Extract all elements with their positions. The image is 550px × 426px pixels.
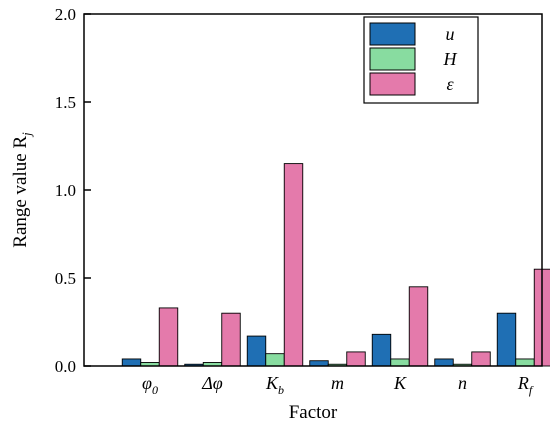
x-tick-label-main: φ — [142, 373, 152, 393]
bar-epsilon-3 — [346, 351, 366, 367]
x-tick-label-main: Δφ — [201, 373, 223, 393]
legend-label: u — [446, 24, 455, 44]
x-tick-label-sub: b — [278, 383, 284, 397]
bar-epsilon-0 — [158, 307, 179, 367]
x-tick-label: Δφ — [201, 373, 223, 393]
x-tick-label-main: m — [331, 373, 344, 393]
y-tick-label: 1.0 — [55, 181, 76, 200]
x-tick-label-main: K — [265, 373, 279, 393]
x-tick-label: K — [393, 373, 407, 393]
bar-u-0 — [121, 358, 142, 367]
bars-group — [121, 163, 550, 367]
x-tick-label-sub: 0 — [152, 383, 158, 397]
bar-h-6 — [515, 358, 535, 367]
y-axis-title-main: Range value R — [10, 136, 31, 248]
x-tick-label-main: R — [517, 373, 529, 393]
y-axis-title-sub: j — [19, 132, 34, 138]
x-tick-label: m — [331, 373, 344, 393]
legend-swatch — [369, 47, 416, 71]
bar-u-5 — [434, 358, 454, 367]
bar-h-2 — [265, 353, 285, 367]
legend-swatch — [369, 72, 416, 96]
x-tick-label: φ0 — [142, 373, 158, 397]
bar-u-6 — [496, 312, 517, 367]
y-ticks: 0.0 0.5 1.0 1.5 2.0 — [55, 5, 91, 376]
x-tick-label-main: K — [393, 373, 407, 393]
bar-epsilon-4 — [408, 286, 429, 367]
x-tick-label: n — [458, 373, 467, 393]
bar-epsilon-1 — [221, 312, 241, 367]
y-tick-label: 1.5 — [55, 93, 76, 112]
y-tick-label: 0.0 — [55, 357, 76, 376]
x-tick-label-main: n — [458, 373, 467, 393]
x-tick-label-sub: f — [529, 383, 534, 397]
legend-swatch — [369, 22, 416, 46]
y-tick-label: 0.5 — [55, 269, 76, 288]
bar-u-2 — [246, 335, 267, 367]
y-axis-title: Range value Rj — [10, 132, 34, 248]
bar-u-3 — [309, 360, 329, 367]
legend: uHε — [363, 16, 479, 104]
bar-epsilon-2 — [283, 163, 304, 367]
bar-h-4 — [390, 358, 410, 367]
y-tick-label: 2.0 — [55, 5, 76, 24]
legend-label: H — [443, 49, 458, 69]
bar-u-4 — [371, 333, 392, 367]
x-tick-label: Rf — [517, 373, 534, 397]
y-axis-title-group: Range value Rj — [10, 132, 34, 248]
bar-epsilon-5 — [471, 351, 491, 367]
legend-label: ε — [446, 74, 454, 94]
x-axis-title: Factor — [289, 402, 338, 423]
x-tick-label: Kb — [265, 373, 284, 397]
